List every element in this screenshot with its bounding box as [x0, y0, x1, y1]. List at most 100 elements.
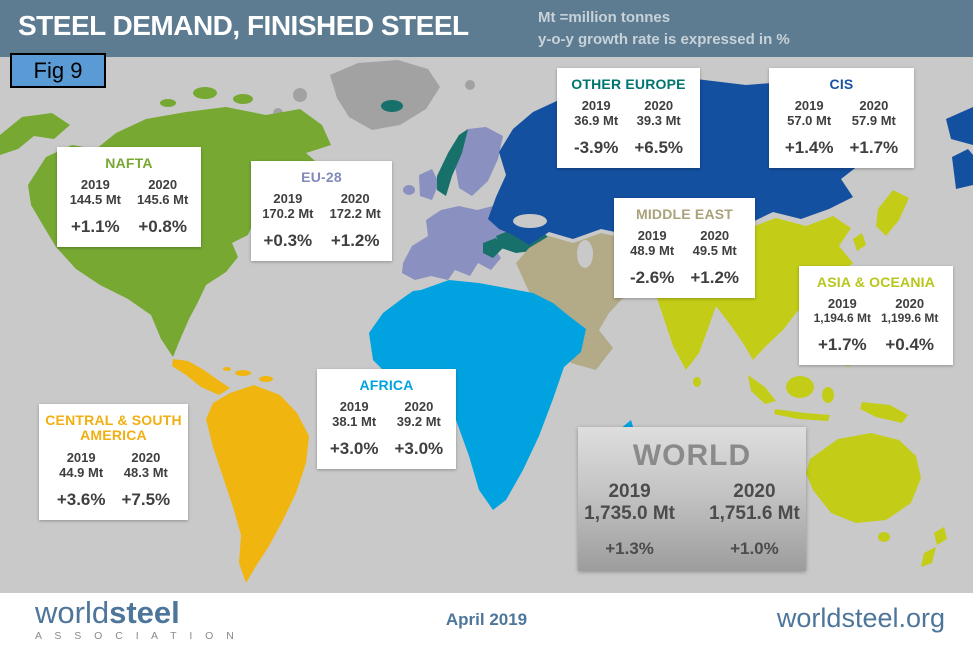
growth-value: +1.7% — [849, 138, 899, 158]
footer-bar: worldsteel A S S O C I A T I O N April 2… — [0, 593, 973, 647]
growth-value: +1.0% — [730, 539, 779, 558]
year-label: 2019 — [339, 399, 369, 415]
demand-value: 49.5 Mt — [692, 243, 737, 259]
col-2020: 2020 1,751.6 Mt +1.0% — [709, 481, 800, 559]
year-label: 2019 — [80, 177, 110, 193]
year-label: 2020 — [644, 98, 674, 114]
region-box-asia-oceania: ASIA & OCEANIA 2019 1,194.6 Mt +1.7% 202… — [799, 266, 953, 366]
growth-value: -3.9% — [573, 138, 619, 158]
world-title: WORLD — [632, 439, 752, 472]
demand-value: 1,199.6 Mt — [881, 311, 939, 326]
growth-value: +1.4% — [784, 138, 834, 158]
growth-value: -2.6% — [629, 268, 675, 288]
map-region-central-south-america — [172, 359, 309, 583]
year-label: 2019 — [827, 296, 857, 312]
logo-word-part: world — [35, 595, 110, 630]
page-title: STEEL DEMAND, FINISHED STEEL — [18, 10, 469, 41]
demand-value: 145.6 Mt — [137, 192, 189, 208]
year-label: 2019 — [608, 481, 651, 502]
growth-value: +1.2% — [330, 231, 380, 251]
growth-value: +3.6% — [56, 489, 106, 509]
col-2019: 2019 170.2 Mt +0.3% — [262, 191, 313, 251]
logo-association-text: A S S O C I A T I O N — [35, 630, 239, 642]
world-summary-box: WORLD 2019 1,735.0 Mt +1.3% 2020 1,751.6… — [578, 427, 806, 571]
demand-value: 48.3 Mt — [123, 464, 168, 480]
growth-value: +7.5% — [121, 489, 171, 509]
col-2019: 2019 44.9 Mt +3.6% — [57, 450, 106, 510]
region-title: MIDDLE EAST — [635, 206, 734, 222]
map-region-other — [273, 60, 475, 130]
demand-value: 1,751.6 Mt — [709, 503, 800, 524]
year-label: 2020 — [148, 177, 178, 193]
year-label: 2019 — [794, 98, 824, 114]
demand-value: 38.1 Mt — [332, 414, 377, 430]
year-label: 2020 — [340, 191, 370, 207]
units-note-line1: Mt =million tonnes — [538, 9, 671, 26]
col-2020: 2020 57.9 Mt +1.7% — [850, 98, 899, 158]
region-title: EU-28 — [301, 169, 342, 185]
website-link[interactable]: worldsteel.org — [776, 603, 945, 633]
col-2019: 2019 36.9 Mt -3.9% — [574, 98, 618, 158]
demand-value: 57.9 Mt — [851, 113, 896, 129]
units-note: Mt =million tonnes y-o-y growth rate is … — [538, 7, 790, 51]
worldsteel-logo: worldsteel A S S O C I A T I O N — [35, 597, 239, 642]
col-2019: 2019 38.1 Mt +3.0% — [330, 399, 379, 459]
growth-value: +0.4% — [885, 335, 935, 355]
demand-value: 39.2 Mt — [396, 414, 441, 430]
year-label: 2019 — [637, 228, 667, 244]
demand-value: 39.3 Mt — [636, 113, 681, 129]
region-box-other-europe: OTHER EUROPE 2019 36.9 Mt -3.9% 2020 39.… — [557, 68, 700, 169]
col-2020: 2020 49.5 Mt +1.2% — [690, 228, 739, 288]
demand-value: 48.9 Mt — [630, 243, 675, 259]
year-label: 2020 — [895, 296, 925, 312]
growth-value: +0.3% — [263, 231, 313, 251]
region-title: AFRICA — [359, 377, 414, 393]
header-bar: STEEL DEMAND, FINISHED STEEL Mt =million… — [0, 0, 973, 57]
map-inland-seas — [513, 214, 593, 268]
demand-value: 44.9 Mt — [59, 464, 104, 480]
growth-value: +0.8% — [138, 217, 187, 237]
publication-date: April 2019 — [445, 610, 528, 629]
region-title: ASIA & OCEANIA — [816, 274, 936, 290]
growth-value: +3.0% — [394, 439, 444, 459]
year-label: 2020 — [733, 481, 776, 502]
growth-value: +1.2% — [690, 268, 740, 288]
col-2020: 2020 145.6 Mt +0.8% — [137, 177, 188, 237]
col-2019: 2019 48.9 Mt -2.6% — [630, 228, 674, 288]
col-2020: 2020 1,199.6 Mt +0.4% — [881, 296, 938, 355]
col-2020: 2020 39.3 Mt +6.5% — [634, 98, 683, 158]
year-label: 2020 — [859, 98, 889, 114]
growth-value: +1.7% — [817, 335, 867, 355]
region-box-central-south-america: CENTRAL & SOUTH AMERICA 2019 44.9 Mt +3.… — [39, 404, 188, 520]
region-box-nafta: NAFTA 2019 144.5 Mt +1.1% 2020 145.6 Mt … — [57, 147, 201, 248]
col-2019: 2019 144.5 Mt +1.1% — [70, 177, 121, 237]
region-title: CIS — [829, 76, 854, 92]
demand-value: 57.0 Mt — [787, 113, 832, 129]
worldsteel-wordmark: worldsteel — [35, 597, 239, 628]
region-title: NAFTA — [105, 155, 153, 171]
year-label: 2020 — [700, 228, 730, 244]
figure-number-badge: Fig 9 — [10, 53, 106, 88]
demand-value: 1,194.6 Mt — [813, 311, 871, 326]
year-label: 2019 — [273, 191, 303, 207]
region-title: OTHER EUROPE — [571, 76, 686, 92]
col-2019: 2019 1,194.6 Mt +1.7% — [814, 296, 871, 355]
growth-value: +6.5% — [634, 138, 684, 158]
growth-value: +1.1% — [71, 217, 120, 237]
year-label: 2020 — [131, 449, 161, 465]
demand-value: 36.9 Mt — [574, 113, 619, 129]
region-box-cis: CIS 2019 57.0 Mt +1.4% 2020 57.9 Mt +1.7… — [769, 68, 914, 169]
region-title: CENTRAL & SOUTH AMERICA — [45, 412, 182, 444]
units-note-line2: y-o-y growth rate is expressed in % — [538, 30, 790, 48]
col-2020: 2020 172.2 Mt +1.2% — [330, 191, 381, 251]
year-label: 2019 — [581, 98, 611, 114]
year-label: 2019 — [66, 449, 96, 465]
demand-value: 1,735.0 Mt — [584, 503, 675, 524]
col-2020: 2020 48.3 Mt +7.5% — [122, 450, 171, 510]
demand-value: 172.2 Mt — [329, 206, 381, 222]
col-2019: 2019 1,735.0 Mt +1.3% — [584, 481, 675, 559]
demand-value: 144.5 Mt — [69, 192, 121, 208]
region-box-eu28: EU-28 2019 170.2 Mt +0.3% 2020 172.2 Mt … — [251, 161, 392, 262]
year-label: 2020 — [404, 399, 434, 415]
